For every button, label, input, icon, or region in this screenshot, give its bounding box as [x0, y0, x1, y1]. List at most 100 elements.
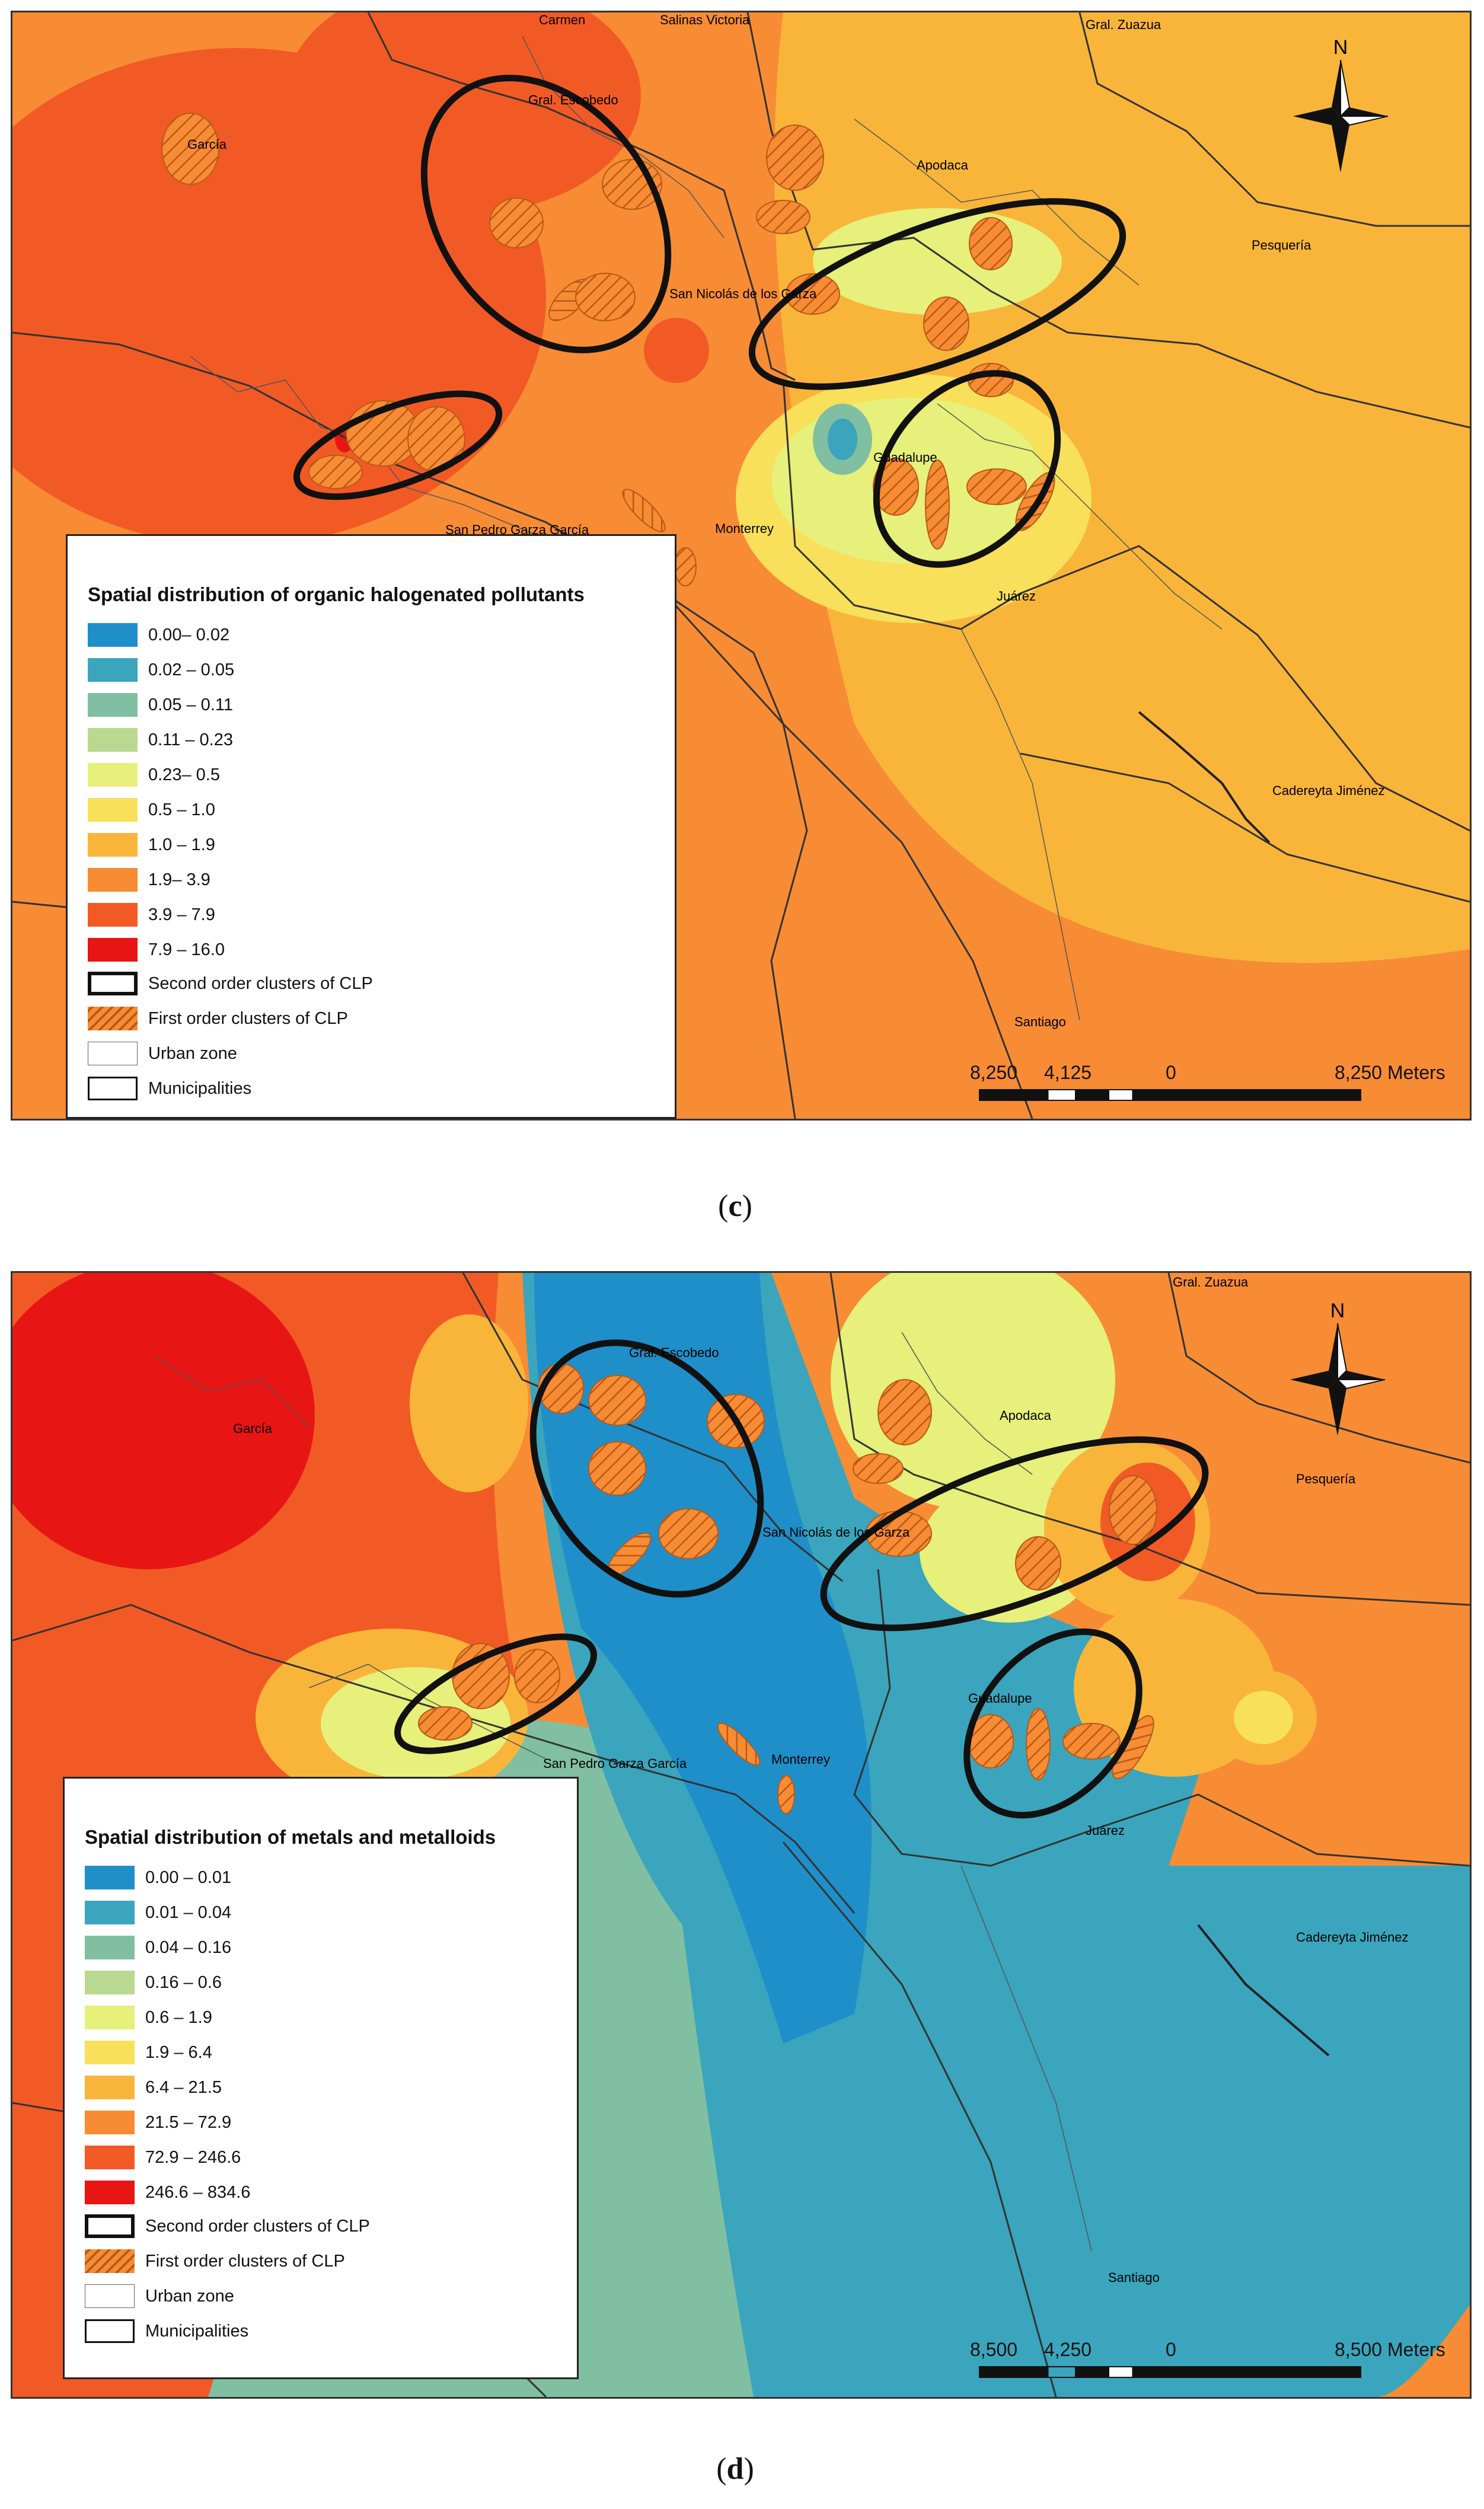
place-label: Apodaca: [1000, 1408, 1051, 1423]
legend-class-label: 0.00 – 0.01: [145, 1868, 232, 1887]
legend-class-label: 0.6 – 1.9: [145, 2007, 212, 2027]
legend-color-swatch: [88, 763, 138, 787]
scale-bar-graphic: [979, 1089, 1361, 1101]
place-label: Gral. Zuazua: [1086, 17, 1161, 32]
legend-label: Municipalities: [148, 1078, 252, 1098]
place-label: García: [233, 1421, 273, 1436]
place-label: San Nicolás de los Garza: [762, 1525, 910, 1540]
legend-color-swatch: [85, 2041, 135, 2064]
legend-label: First order clusters of CLP: [145, 2251, 345, 2271]
first-order-clusters-d: [418, 1363, 1157, 1814]
second-order-clusters-c: [293, 75, 1126, 568]
legend-color-swatch: [88, 728, 138, 752]
legend-class-row: 72.9 – 246.6: [85, 2143, 241, 2172]
legend-class-label: 6.4 – 21.5: [145, 2077, 222, 2097]
legend-color-swatch: [85, 1936, 135, 1959]
legend-class-row: 0.11 – 0.23: [88, 725, 233, 755]
legend-title: Spatial distribution of metals and metal…: [85, 1826, 496, 1848]
place-label: Salinas Victoria: [660, 12, 750, 27]
legend-label: First order clusters of CLP: [148, 1008, 348, 1028]
place-label: Monterrey: [715, 521, 774, 536]
place-label: Pesquería: [1252, 238, 1311, 253]
scale-label: 4,250: [1044, 2339, 1092, 2360]
legend-symbol-second-order: Second order clusters of CLP: [88, 969, 373, 998]
legend-color-swatch: [88, 903, 138, 927]
municipalities-swatch: [88, 1077, 138, 1100]
legend-class-label: 0.05 – 0.11: [148, 695, 233, 714]
legend-symbol-urban-zone: Urban zone: [85, 2281, 234, 2311]
legend-color-swatch: [88, 798, 138, 822]
caption-c: (c): [718, 1189, 752, 1223]
legend-class-row: 6.4 – 21.5: [85, 2073, 222, 2102]
legend-color-swatch: [85, 2111, 135, 2134]
legend-class-label: 0.5 – 1.0: [148, 800, 215, 819]
legend-label: Second order clusters of CLP: [145, 2216, 370, 2236]
scale-label: 8,250: [970, 1062, 1018, 1083]
urban-zone-swatch: [85, 2284, 135, 2308]
scale-label: 8,250 Meters: [1335, 1062, 1445, 1083]
first-order-cluster-swatch: [85, 2249, 135, 2273]
scale-label: 8,500 Meters: [1335, 2339, 1445, 2360]
legend-class-label: 0.23– 0.5: [148, 765, 220, 784]
place-label: Carmen: [539, 12, 586, 27]
legend-class-label: 1.0 – 1.9: [148, 835, 215, 854]
place-label: San Nicolás de los Garza: [669, 286, 817, 301]
legend-class-row: 246.6 – 834.6: [85, 2178, 250, 2207]
place-label: Santiago: [1108, 2270, 1160, 2285]
scale-bar-d: 8,500 4,250 0 8,500 Meters: [970, 2339, 1453, 2386]
legend-symbol-first-order: First order clusters of CLP: [85, 2246, 345, 2276]
legend-class-row: 0.02 – 0.05: [88, 655, 234, 685]
legend-class-row: 1.9– 3.9: [88, 865, 210, 895]
place-label: Cadereyta Jiménez: [1296, 1930, 1409, 1945]
legend-class-row: 1.0 – 1.9: [88, 830, 215, 860]
place-label: Guadalupe: [873, 450, 937, 465]
legend-class-row: 0.6 – 1.9: [85, 2003, 212, 2032]
place-label: San Pedro Garza García: [543, 1756, 687, 1771]
legend-class-label: 0.02 – 0.05: [148, 660, 235, 679]
place-label: Juárez: [1086, 1823, 1125, 1838]
legend-class-row: 0.5 – 1.0: [88, 795, 215, 825]
scale-label: 0: [1166, 2339, 1176, 2360]
caption-d: (d): [716, 2452, 754, 2486]
legend-title: Spatial distribution of organic halogena…: [88, 583, 585, 605]
second-order-cluster-swatch: [85, 2214, 135, 2238]
legend-class-row: 0.01 – 0.04: [85, 1898, 231, 1927]
legend-class-label: 1.9 – 6.4: [145, 2042, 212, 2062]
scale-bar-c: 8,250 4,125 0 8,250 Meters: [970, 1062, 1453, 1109]
legend-d: Spatial distribution of metals and metal…: [63, 1777, 579, 2379]
legend-class-label: 0.16 – 0.6: [145, 1972, 222, 1992]
municipalities-swatch: [85, 2319, 135, 2343]
legend-class-row: 0.05 – 0.11: [88, 690, 233, 720]
place-label: Pesquería: [1296, 1471, 1356, 1486]
legend-label: Urban zone: [145, 2286, 234, 2306]
scale-bar-graphic: [979, 2366, 1361, 2378]
first-order-cluster-swatch: [88, 1007, 138, 1030]
legend-class-label: 246.6 – 834.6: [145, 2182, 251, 2202]
legend-color-swatch: [85, 1971, 135, 1994]
legend-color-swatch: [85, 2076, 135, 2099]
legend-class-label: 1.9– 3.9: [148, 870, 210, 889]
legend-class-row: 1.9 – 6.4: [85, 2038, 212, 2067]
scale-label: 4,125: [1044, 1062, 1092, 1083]
legend-class-label: 0.01 – 0.04: [145, 1903, 232, 1922]
north-label: N: [1330, 1300, 1345, 1322]
legend-label: Municipalities: [145, 2321, 249, 2341]
legend-class-row: 0.04 – 0.16: [85, 1933, 231, 1962]
legend-class-label: 7.9 – 16.0: [148, 940, 225, 959]
place-label: García: [187, 137, 227, 152]
place-label: Monterrey: [771, 1752, 831, 1767]
place-label: Gral. Escobedo: [528, 92, 618, 107]
legend-color-swatch: [88, 938, 138, 962]
map-panel-c: Carmen Salinas Victoria Gral. Zuazua Gra…: [11, 11, 1472, 1121]
place-label: Gral. Escobedo: [629, 1345, 719, 1360]
urban-zone-swatch: [88, 1042, 138, 1065]
place-label: Guadalupe: [968, 1691, 1032, 1706]
second-order-clusters-d: [394, 1339, 1209, 1819]
legend-color-swatch: [85, 2006, 135, 2029]
legend-color-swatch: [85, 2146, 135, 2169]
north-arrow-icon: N: [1293, 36, 1388, 173]
legend-symbol-first-order: First order clusters of CLP: [88, 1004, 348, 1033]
legend-c: Spatial distribution of organic halogena…: [66, 534, 676, 1119]
scale-label: 0: [1166, 1062, 1176, 1083]
legend-symbol-second-order: Second order clusters of CLP: [85, 2211, 370, 2241]
